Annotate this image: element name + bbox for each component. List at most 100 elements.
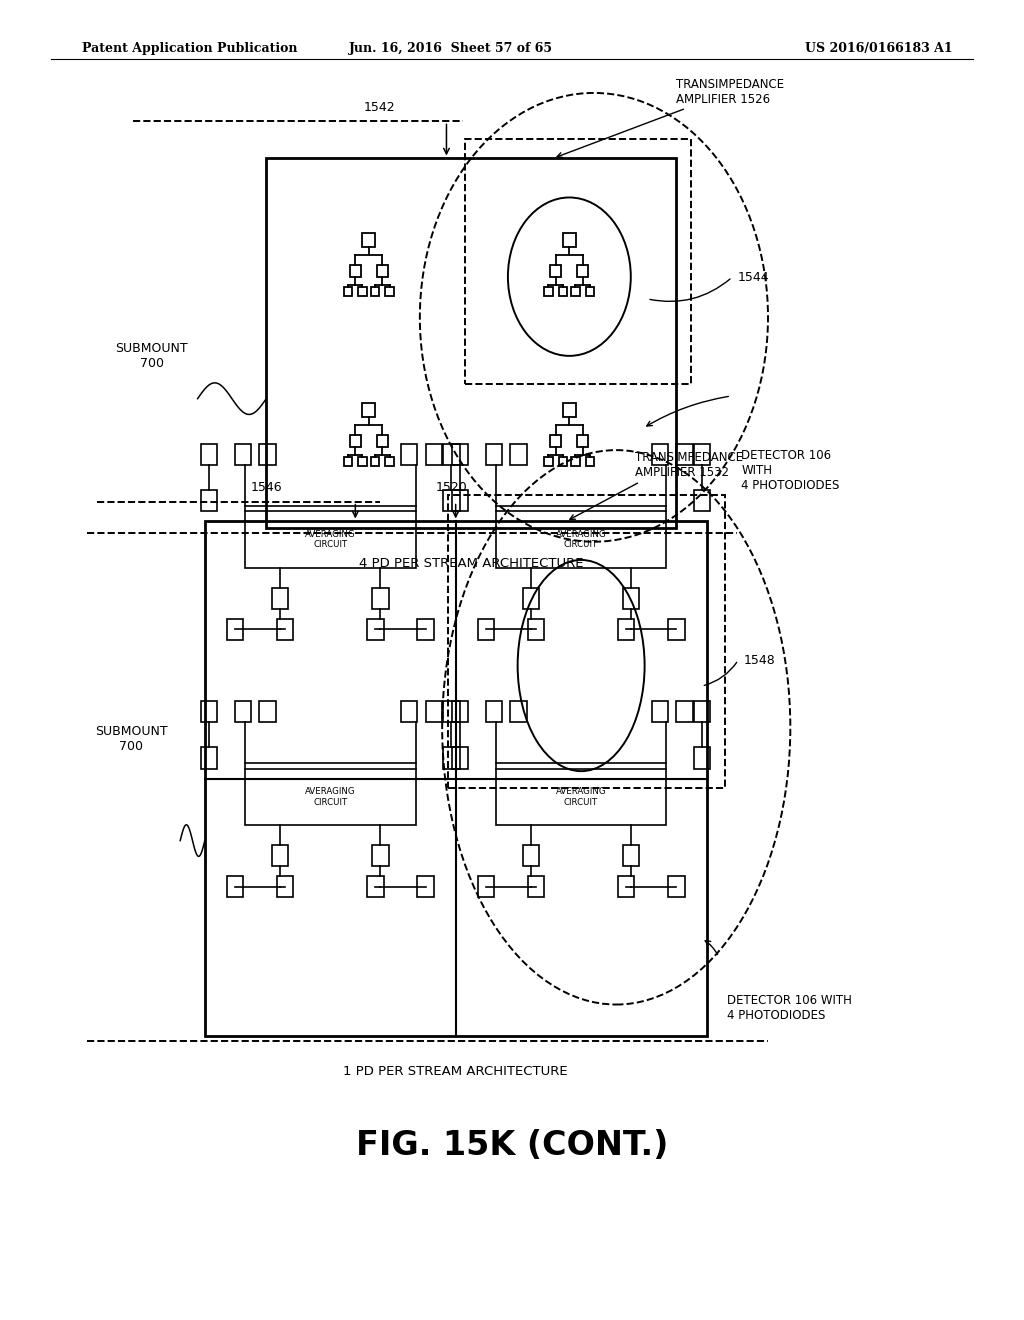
Bar xyxy=(418,876,434,898)
Bar xyxy=(447,495,725,788)
Bar xyxy=(677,701,693,722)
Bar xyxy=(559,457,567,466)
Bar xyxy=(368,876,384,898)
Text: DETECTOR 106 WITH
4 PHOTODIODES: DETECTOR 106 WITH 4 PHOTODIODES xyxy=(727,994,852,1022)
Text: Jun. 16, 2016  Sheet 57 of 65: Jun. 16, 2016 Sheet 57 of 65 xyxy=(348,42,553,55)
Bar xyxy=(694,701,711,722)
Bar xyxy=(527,619,544,640)
Bar xyxy=(496,768,667,825)
Bar xyxy=(418,619,434,640)
Text: AVERAGING
CIRCUIT: AVERAGING CIRCUIT xyxy=(556,529,606,549)
Bar xyxy=(571,286,580,296)
Bar xyxy=(443,444,460,465)
Bar xyxy=(578,436,589,447)
Bar xyxy=(452,490,468,511)
Bar xyxy=(226,619,243,640)
Bar xyxy=(371,457,379,466)
Text: TRANSIMPEDANCE
AMPLIFIER 1532: TRANSIMPEDANCE AMPLIFIER 1532 xyxy=(635,451,743,479)
Bar xyxy=(266,158,676,528)
Bar xyxy=(426,444,442,465)
Text: AVERAGING
CIRCUIT: AVERAGING CIRCUIT xyxy=(305,787,355,807)
Text: US 2016/0166183 A1: US 2016/0166183 A1 xyxy=(805,42,952,55)
Bar xyxy=(562,232,577,247)
Bar xyxy=(245,511,416,568)
Bar xyxy=(358,286,367,296)
Bar xyxy=(349,436,360,447)
Bar xyxy=(477,876,494,898)
Bar xyxy=(562,403,577,417)
Bar xyxy=(205,521,707,1036)
Bar xyxy=(401,701,418,722)
Bar xyxy=(368,619,384,640)
Bar xyxy=(485,444,502,465)
Bar xyxy=(496,511,667,568)
Text: TRANSIMPEDANCE
AMPLIFIER 1526: TRANSIMPEDANCE AMPLIFIER 1526 xyxy=(676,78,784,106)
Bar xyxy=(443,490,460,511)
Bar xyxy=(371,286,379,296)
Bar xyxy=(485,701,502,722)
Bar xyxy=(527,876,544,898)
Text: Patent Application Publication: Patent Application Publication xyxy=(82,42,297,55)
Bar xyxy=(443,701,460,722)
Bar xyxy=(559,286,567,296)
Text: 1520: 1520 xyxy=(435,480,467,494)
Bar xyxy=(571,457,580,466)
Bar xyxy=(361,403,376,417)
Bar xyxy=(377,265,388,277)
Bar xyxy=(276,619,293,640)
Bar xyxy=(550,265,561,277)
Text: 1 PD PER STREAM ARCHITECTURE: 1 PD PER STREAM ARCHITECTURE xyxy=(343,1065,568,1078)
Bar xyxy=(201,444,217,465)
Bar xyxy=(373,587,389,609)
Bar xyxy=(669,876,685,898)
Bar xyxy=(201,701,217,722)
Bar xyxy=(245,768,416,825)
Bar xyxy=(522,587,539,609)
Bar xyxy=(272,845,289,866)
Bar xyxy=(272,587,289,609)
Text: 1548: 1548 xyxy=(743,653,775,667)
Bar xyxy=(477,619,494,640)
Text: AVERAGING
CIRCUIT: AVERAGING CIRCUIT xyxy=(305,529,355,549)
Bar xyxy=(452,444,468,465)
Bar xyxy=(669,619,685,640)
Text: SUBMOUNT
700: SUBMOUNT 700 xyxy=(95,725,167,754)
Bar xyxy=(401,444,418,465)
Text: AVERAGING
CIRCUIT: AVERAGING CIRCUIT xyxy=(556,787,606,807)
Bar xyxy=(623,587,639,609)
Text: SUBMOUNT
700: SUBMOUNT 700 xyxy=(116,342,187,371)
Bar xyxy=(586,457,594,466)
Bar xyxy=(652,444,669,465)
Bar xyxy=(618,876,635,898)
Bar xyxy=(452,701,468,722)
Bar xyxy=(426,701,442,722)
Bar xyxy=(234,701,251,722)
Bar xyxy=(201,747,217,768)
Bar xyxy=(276,876,293,898)
Bar xyxy=(694,444,711,465)
Bar xyxy=(677,444,693,465)
Bar xyxy=(361,232,376,247)
Bar xyxy=(358,457,367,466)
Text: FIG. 15K (CONT.): FIG. 15K (CONT.) xyxy=(355,1129,669,1162)
Bar xyxy=(443,747,460,768)
Bar xyxy=(652,701,669,722)
Bar xyxy=(452,747,468,768)
Bar xyxy=(385,457,393,466)
Bar xyxy=(510,444,526,465)
Bar xyxy=(586,286,594,296)
Text: 1542: 1542 xyxy=(364,100,395,114)
Bar xyxy=(510,701,526,722)
Bar xyxy=(694,490,711,511)
Bar xyxy=(385,286,393,296)
Bar xyxy=(623,845,639,866)
Bar xyxy=(259,444,275,465)
Text: 4 PD PER STREAM ARCHITECTURE: 4 PD PER STREAM ARCHITECTURE xyxy=(358,557,584,570)
Text: DETECTOR 106
WITH
4 PHOTODIODES: DETECTOR 106 WITH 4 PHOTODIODES xyxy=(741,449,840,492)
Bar xyxy=(694,747,711,768)
Bar xyxy=(201,490,217,511)
Bar xyxy=(578,265,589,277)
Bar xyxy=(349,265,360,277)
Bar xyxy=(344,457,352,466)
Bar xyxy=(545,286,553,296)
